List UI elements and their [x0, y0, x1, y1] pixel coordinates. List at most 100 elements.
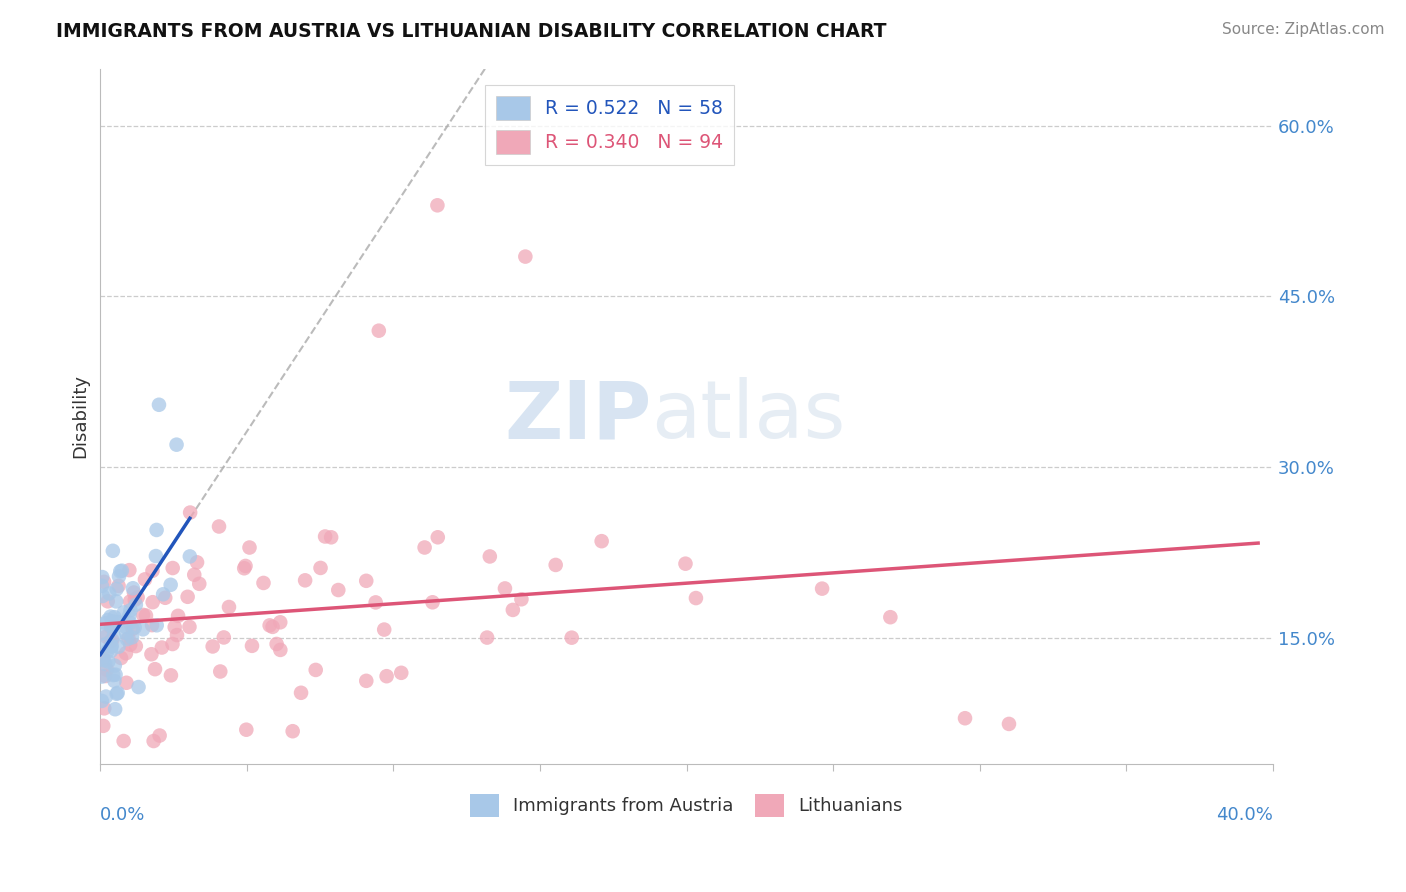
Point — [124, 620, 146, 634]
Point — [120, 638, 142, 652]
Point — [96, 630, 118, 644]
Point — [117, 632, 139, 646]
Point — [544, 558, 567, 572]
Point — [107, 640, 129, 654]
Point — [100, 619, 122, 633]
Point — [141, 647, 163, 661]
Point — [367, 324, 389, 338]
Point — [155, 591, 177, 605]
Point — [233, 561, 256, 575]
Point — [90, 669, 112, 683]
Point — [162, 637, 184, 651]
Point — [145, 618, 167, 632]
Point — [110, 651, 132, 665]
Point — [321, 530, 343, 544]
Point — [132, 607, 155, 622]
Point — [166, 628, 188, 642]
Point — [375, 669, 398, 683]
Point — [143, 662, 166, 676]
Point — [127, 591, 149, 605]
Point — [235, 558, 257, 573]
Point — [94, 669, 117, 683]
Point — [114, 620, 136, 634]
Point — [91, 589, 114, 603]
Point — [163, 620, 186, 634]
Point — [149, 729, 172, 743]
Point — [186, 555, 208, 569]
Point — [94, 616, 117, 631]
Point — [356, 673, 378, 688]
Point — [240, 639, 263, 653]
Point — [998, 717, 1021, 731]
Point — [262, 620, 284, 634]
Point — [94, 657, 117, 671]
Point — [188, 577, 211, 591]
Point — [105, 582, 128, 596]
Point — [124, 592, 146, 607]
Point — [305, 663, 328, 677]
Point — [152, 587, 174, 601]
Point — [238, 541, 260, 555]
Point — [494, 582, 516, 596]
Point — [179, 506, 201, 520]
Point — [118, 608, 141, 623]
Point — [108, 569, 131, 583]
Point — [159, 578, 181, 592]
Point — [120, 615, 142, 630]
Point — [675, 557, 697, 571]
Point — [104, 702, 127, 716]
Point — [269, 615, 291, 630]
Point — [91, 579, 114, 593]
Point — [166, 438, 188, 452]
Point — [100, 609, 122, 624]
Point — [294, 574, 316, 588]
Point — [115, 632, 138, 647]
Point — [162, 561, 184, 575]
Point — [142, 734, 165, 748]
Point — [96, 663, 118, 677]
Legend: Immigrants from Austria, Lithuanians: Immigrants from Austria, Lithuanians — [463, 787, 910, 824]
Point — [176, 590, 198, 604]
Point — [125, 639, 148, 653]
Text: ZIP: ZIP — [505, 377, 651, 455]
Point — [101, 543, 124, 558]
Point — [105, 687, 128, 701]
Point — [179, 620, 201, 634]
Point — [309, 561, 332, 575]
Point — [426, 198, 449, 212]
Point — [134, 573, 156, 587]
Point — [125, 598, 148, 612]
Point — [515, 250, 537, 264]
Point — [121, 631, 143, 645]
Point — [314, 529, 336, 543]
Point — [510, 592, 533, 607]
Point — [135, 608, 157, 623]
Point — [122, 585, 145, 599]
Point — [100, 620, 122, 634]
Point — [111, 564, 134, 578]
Point — [107, 579, 129, 593]
Point — [118, 563, 141, 577]
Point — [104, 658, 127, 673]
Point — [142, 595, 165, 609]
Point — [104, 667, 127, 681]
Y-axis label: Disability: Disability — [72, 374, 89, 458]
Point — [90, 694, 112, 708]
Text: atlas: atlas — [651, 377, 846, 455]
Point — [290, 686, 312, 700]
Point — [167, 608, 190, 623]
Point — [103, 673, 125, 688]
Point — [128, 680, 150, 694]
Point — [96, 637, 118, 651]
Point — [91, 626, 114, 640]
Point — [97, 594, 120, 608]
Point — [354, 574, 377, 588]
Point — [266, 637, 288, 651]
Point — [100, 639, 122, 653]
Point — [93, 574, 115, 589]
Text: Source: ZipAtlas.com: Source: ZipAtlas.com — [1222, 22, 1385, 37]
Point — [115, 646, 138, 660]
Text: 0.0%: 0.0% — [100, 805, 146, 823]
Point — [105, 594, 128, 608]
Point — [93, 701, 115, 715]
